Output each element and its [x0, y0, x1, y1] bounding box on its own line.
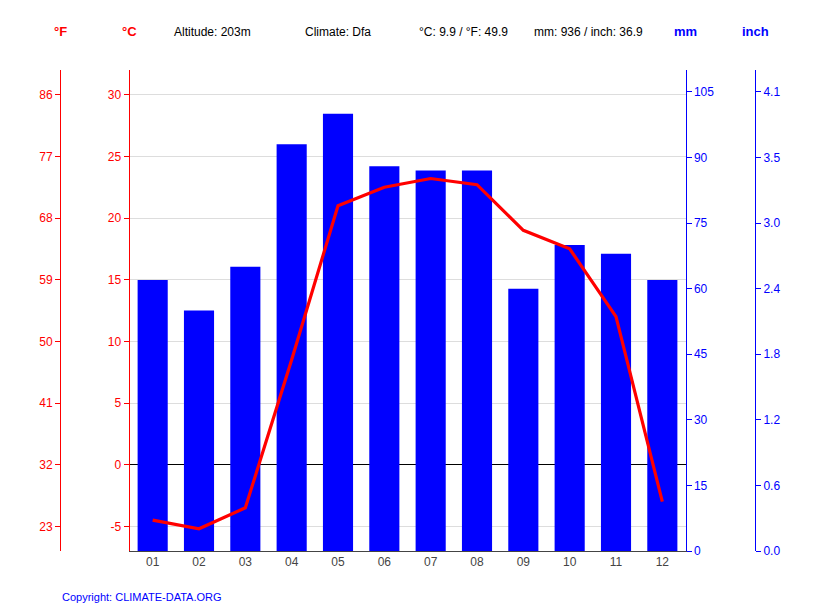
svg-text:30: 30 [108, 88, 122, 102]
svg-text:Altitude: 203m: Altitude: 203m [174, 25, 251, 39]
svg-text:45: 45 [694, 347, 708, 361]
svg-text:3.5: 3.5 [763, 151, 780, 165]
svg-text:75: 75 [694, 216, 708, 230]
svg-text:15: 15 [694, 479, 708, 493]
svg-text:105: 105 [694, 85, 714, 99]
svg-text:mm: 936 / inch: 36.9: mm: 936 / inch: 36.9 [534, 25, 643, 39]
svg-text:-5: -5 [110, 520, 121, 534]
svg-text:2.4: 2.4 [763, 282, 780, 296]
svg-text:90: 90 [694, 151, 708, 165]
svg-text:30: 30 [694, 413, 708, 427]
svg-text:4.1: 4.1 [763, 85, 780, 99]
svg-text:12: 12 [656, 555, 670, 569]
svg-text:mm: mm [674, 24, 697, 39]
svg-text:Climate: Dfa: Climate: Dfa [305, 25, 371, 39]
svg-text:Copyright: CLIMATE-DATA.ORG: Copyright: CLIMATE-DATA.ORG [62, 591, 222, 603]
svg-text:77: 77 [39, 150, 53, 164]
svg-text:04: 04 [285, 555, 299, 569]
svg-text:inch: inch [742, 24, 769, 39]
svg-text:°C: °C [122, 24, 137, 39]
svg-text:°C: 9.9 / °F: 49.9: °C: 9.9 / °F: 49.9 [419, 25, 508, 39]
svg-text:10: 10 [108, 335, 122, 349]
svg-text:07: 07 [424, 555, 438, 569]
svg-text:01: 01 [146, 555, 160, 569]
svg-text:50: 50 [39, 335, 53, 349]
svg-text:11: 11 [610, 555, 623, 569]
svg-text:02: 02 [192, 555, 206, 569]
svg-text:°F: °F [54, 24, 67, 39]
svg-text:09: 09 [517, 555, 531, 569]
svg-text:10: 10 [563, 555, 577, 569]
svg-text:25: 25 [108, 150, 122, 164]
svg-text:1.8: 1.8 [763, 347, 780, 361]
svg-text:0: 0 [114, 458, 121, 472]
svg-text:60: 60 [694, 282, 708, 296]
svg-text:3.0: 3.0 [763, 216, 780, 230]
svg-text:20: 20 [108, 211, 122, 225]
svg-text:15: 15 [108, 273, 122, 287]
svg-text:06: 06 [378, 555, 392, 569]
svg-text:1.2: 1.2 [763, 413, 780, 427]
svg-text:41: 41 [39, 396, 53, 410]
svg-text:0.0: 0.0 [763, 544, 780, 558]
svg-text:03: 03 [239, 555, 253, 569]
svg-text:08: 08 [470, 555, 484, 569]
svg-text:23: 23 [39, 520, 53, 534]
svg-text:68: 68 [39, 211, 53, 225]
svg-text:32: 32 [39, 458, 53, 472]
svg-text:0: 0 [694, 544, 701, 558]
svg-text:05: 05 [331, 555, 345, 569]
svg-text:0.6: 0.6 [763, 479, 780, 493]
svg-text:5: 5 [114, 396, 121, 410]
svg-text:59: 59 [39, 273, 53, 287]
svg-text:86: 86 [39, 88, 53, 102]
